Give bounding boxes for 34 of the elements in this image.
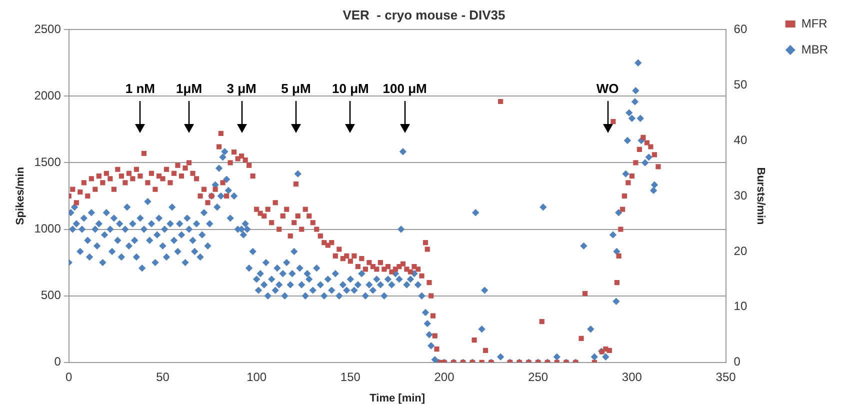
y-tick-label: 2500 xyxy=(34,22,62,36)
y2-tick-label: 60 xyxy=(734,22,748,36)
y-tick-label: 0 xyxy=(54,354,62,369)
y2-tick-label: 10 xyxy=(734,299,748,314)
y2-tick-label: 40 xyxy=(734,132,748,147)
x-tick-label: 100 xyxy=(246,370,267,384)
x-tick-label: 200 xyxy=(434,370,455,384)
annotation: 100 μM xyxy=(382,80,427,96)
y-axis-title: Spikes/min xyxy=(14,166,27,226)
annotation: WO xyxy=(596,80,619,96)
x-tick-label: 300 xyxy=(622,370,642,384)
legend-label: MFR xyxy=(801,16,828,30)
annotation: 5 μM xyxy=(281,80,311,96)
x-tick-label: 350 xyxy=(716,370,736,384)
y-tick-label: 1500 xyxy=(34,155,62,170)
y2-tick-label: 20 xyxy=(734,244,748,258)
annotation: 10 μM xyxy=(332,80,369,96)
y-tick-label: 2000 xyxy=(34,88,62,102)
chart-title: VER - cryo mouse - DIV35 xyxy=(342,7,506,22)
x-tick-label: 50 xyxy=(156,370,170,384)
y2-tick-label: 50 xyxy=(734,77,748,92)
y2-tick-label: 0 xyxy=(734,354,741,369)
annotation: 1μM xyxy=(176,80,202,96)
y-tick-label: 500 xyxy=(40,288,62,302)
annotation: 3 μM xyxy=(226,80,256,96)
x-tick-label: 150 xyxy=(340,370,361,384)
x-axis-title: Time [min] xyxy=(370,392,426,404)
annotation: 1 nM xyxy=(125,80,156,96)
y-tick-label: 1000 xyxy=(34,222,62,236)
x-tick-label: 0 xyxy=(66,370,73,384)
y2-tick-label: 30 xyxy=(734,188,748,202)
y2-axis-title: Bursts/min xyxy=(754,167,767,225)
x-tick-label: 250 xyxy=(528,370,548,384)
legend-label: MBR xyxy=(801,42,828,56)
